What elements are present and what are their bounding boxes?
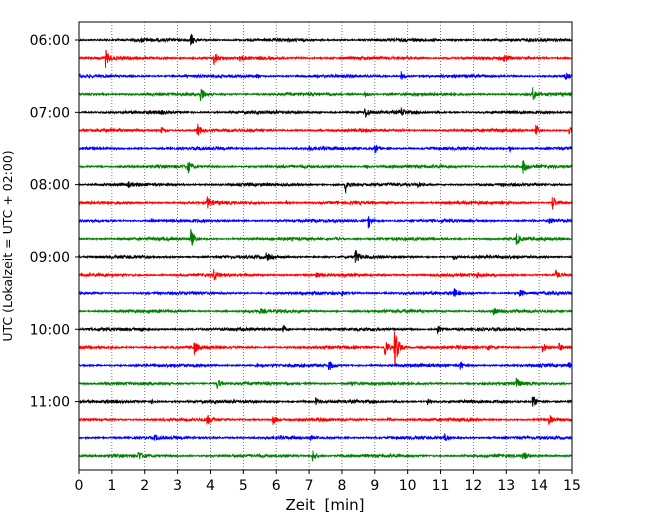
trace-line: [78, 71, 573, 80]
x-tick-label: 4: [206, 478, 215, 494]
trace-line: [78, 228, 573, 246]
trace-line: [78, 331, 573, 366]
x-tick-label: 13: [497, 478, 515, 494]
trace-line: [78, 215, 573, 229]
trace-line: [78, 250, 573, 264]
trace-line: [78, 33, 573, 46]
trace-line: [78, 144, 573, 154]
plot-background: [79, 22, 572, 470]
trace-line: [78, 324, 573, 335]
y-axis-label: UTC (Lokalzeit = UTC + 02:00): [0, 150, 15, 341]
y-tick-label: 09:00: [30, 250, 70, 266]
trace-line: [78, 87, 573, 102]
x-tick-label: 1: [107, 478, 116, 494]
x-tick-label: 5: [239, 478, 248, 494]
x-tick-label: 7: [305, 478, 314, 494]
y-axis-ticks: 06:00 07:00 08:00 09:00 10:00 11:00: [30, 33, 79, 411]
trace-line: [78, 123, 573, 136]
x-tick-label: 2: [140, 478, 149, 494]
trace-line: [78, 196, 573, 210]
trace-line: [78, 378, 573, 390]
x-tick-label: 6: [272, 478, 281, 494]
trace-line: [78, 414, 573, 425]
x-tick-label: 8: [337, 478, 346, 494]
trace-line: [78, 107, 573, 118]
trace-line: [78, 269, 573, 281]
trace-group: [78, 33, 573, 463]
y-tick-label: 06:00: [30, 33, 70, 49]
y-tick-label: 08:00: [30, 178, 70, 194]
x-tick-label: 12: [464, 478, 482, 494]
x-axis-ticks: 0 1 2 3 4 5 6 7 8 9 10 11 12 13 14 15: [75, 470, 581, 494]
x-tick-label: 11: [432, 478, 450, 494]
trace-line: [78, 49, 573, 68]
trace-line: [78, 160, 573, 174]
trace-line: [78, 361, 573, 370]
trace-line: [78, 180, 573, 194]
x-tick-label: 10: [399, 478, 417, 494]
trace-line: [78, 396, 573, 407]
x-tick-label: 9: [370, 478, 379, 494]
x-tick-label: 14: [530, 478, 548, 494]
x-tick-label: 0: [75, 478, 84, 494]
x-tick-label: 15: [563, 478, 581, 494]
x-tick-label: 3: [173, 478, 182, 494]
trace-line: [78, 450, 573, 463]
y-tick-label: 07:00: [30, 105, 70, 121]
plot-frame: [78, 21, 573, 471]
y-tick-label: 11:00: [30, 395, 70, 411]
trace-line: [78, 432, 573, 442]
x-axis-label: Zeit [min]: [285, 496, 364, 514]
trace-line: [78, 307, 573, 316]
trace-line: [78, 288, 573, 298]
y-tick-label: 10:00: [30, 322, 70, 338]
